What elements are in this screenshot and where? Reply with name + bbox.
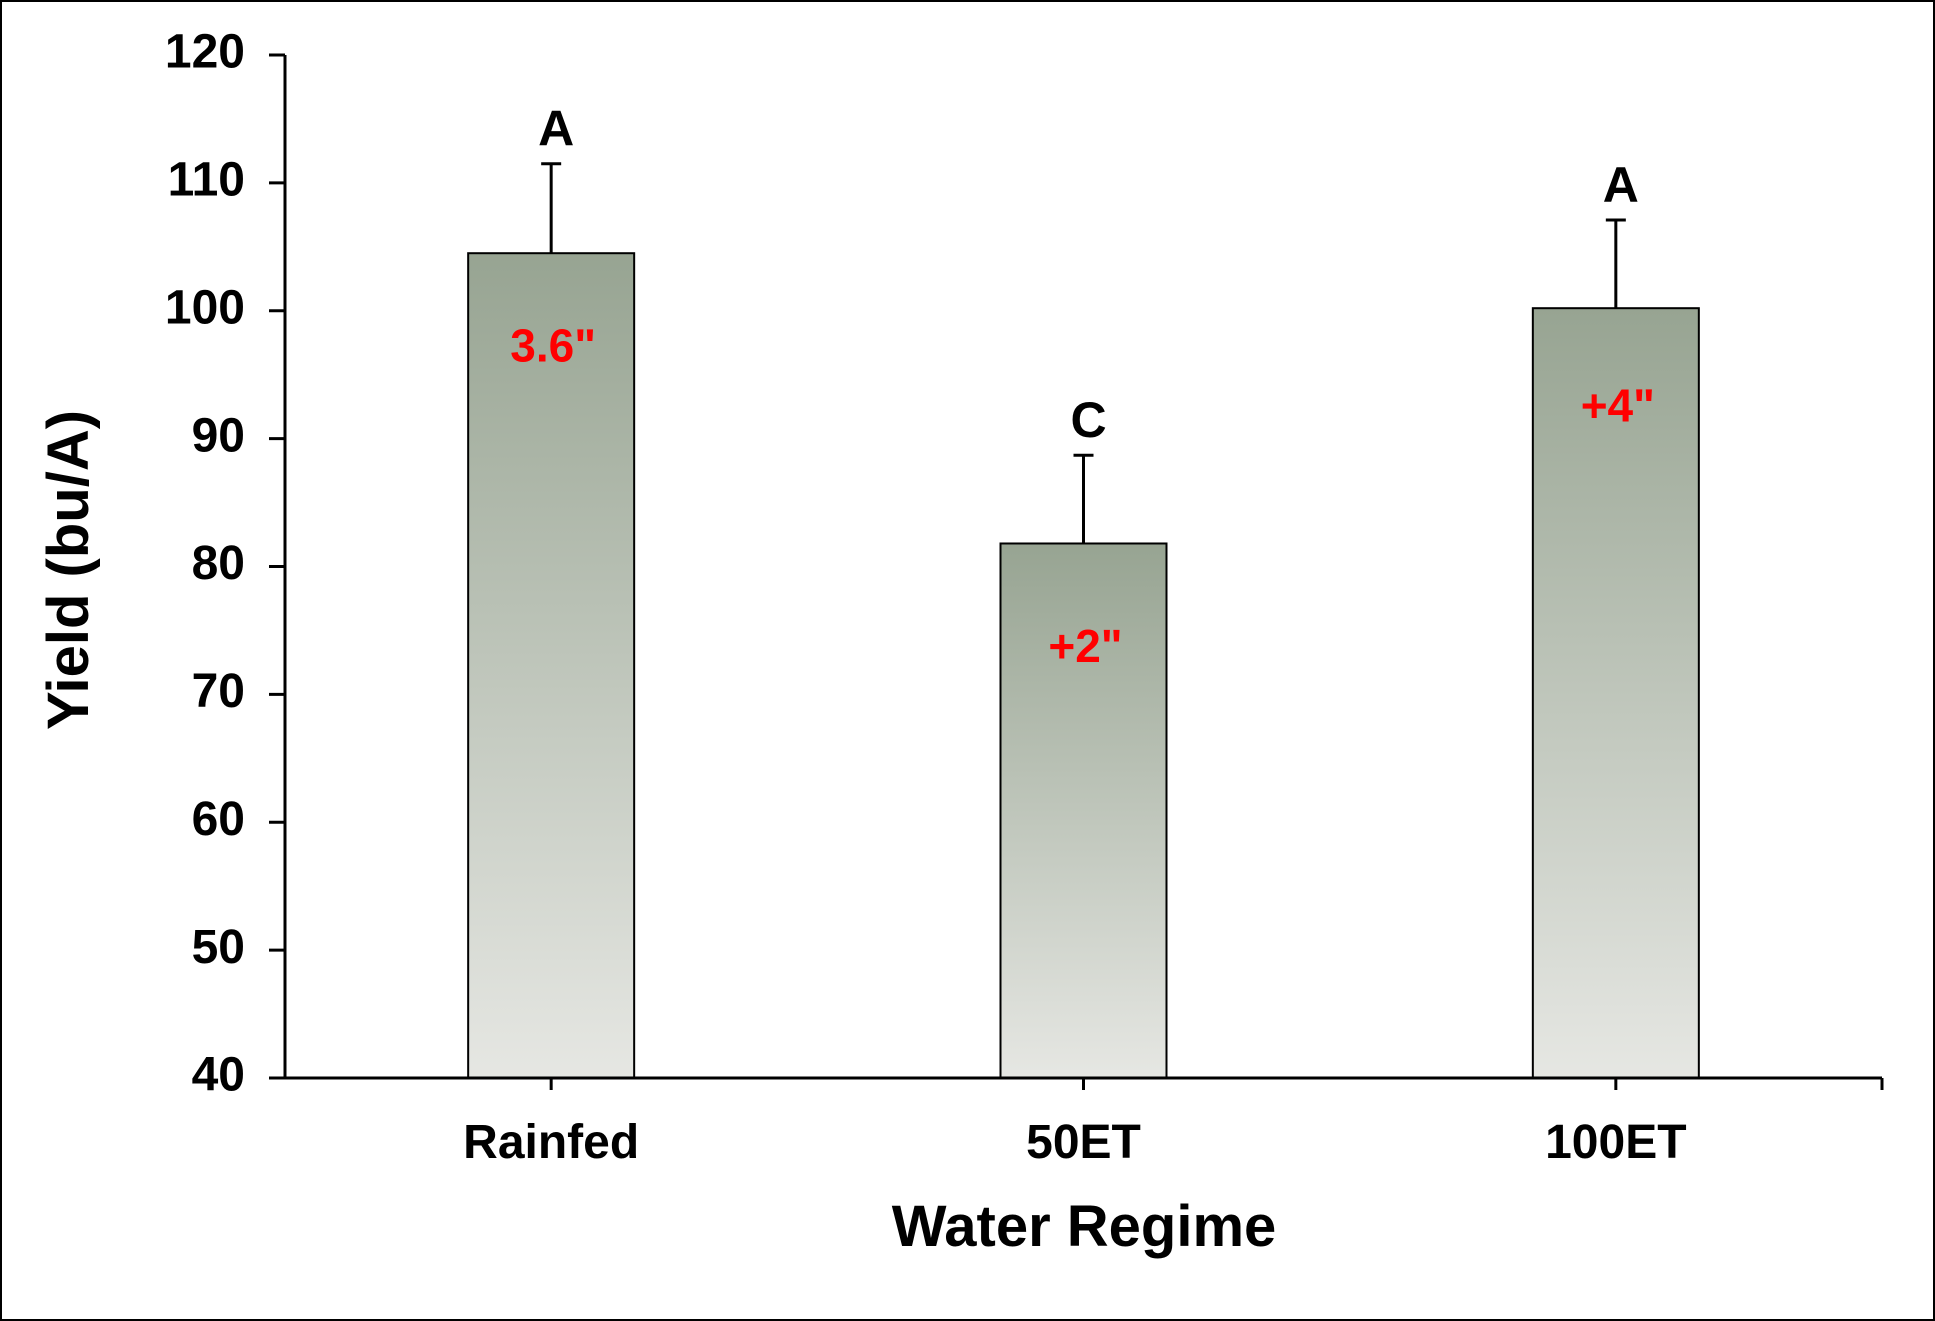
y-tick-label-1: 50	[192, 921, 245, 974]
y-tick-label-7: 110	[168, 154, 245, 207]
x-axis-title: Water Regime	[892, 1194, 1277, 1259]
y-tick-label-4: 80	[192, 537, 245, 590]
bar-2	[1531, 307, 1700, 1079]
bar-label-0: 3.6"	[510, 319, 596, 371]
y-tick-label-5: 90	[192, 409, 245, 462]
bar-label-2: +4"	[1581, 379, 1655, 431]
x-tick-label-2: 100ET	[1545, 1116, 1686, 1169]
y-axis-title: Yield (bu/A)	[36, 410, 101, 730]
significance-letter-0: A	[538, 101, 574, 157]
bars-layer: A 3.6" C +2" A +4"	[467, 101, 1700, 1080]
y-tick-label-8: 120	[165, 26, 245, 79]
x-tick-label-0: Rainfed	[463, 1116, 639, 1169]
significance-letter-1: C	[1070, 392, 1106, 448]
y-tick-label-6: 100	[165, 281, 245, 334]
y-tick-label-0: 40	[192, 1049, 245, 1102]
y-tick-label-2: 60	[192, 793, 245, 846]
y-tick-label-3: 70	[192, 665, 245, 718]
significance-letter-2: A	[1603, 157, 1639, 213]
axes-layer: Rainfed 50ET 100ET 40 50 60 70 80 90 100 110 120	[165, 26, 1884, 1169]
bar-0	[467, 252, 636, 1080]
bar-label-1: +2"	[1048, 620, 1122, 672]
x-tick-label-1: 50ET	[1026, 1116, 1141, 1169]
